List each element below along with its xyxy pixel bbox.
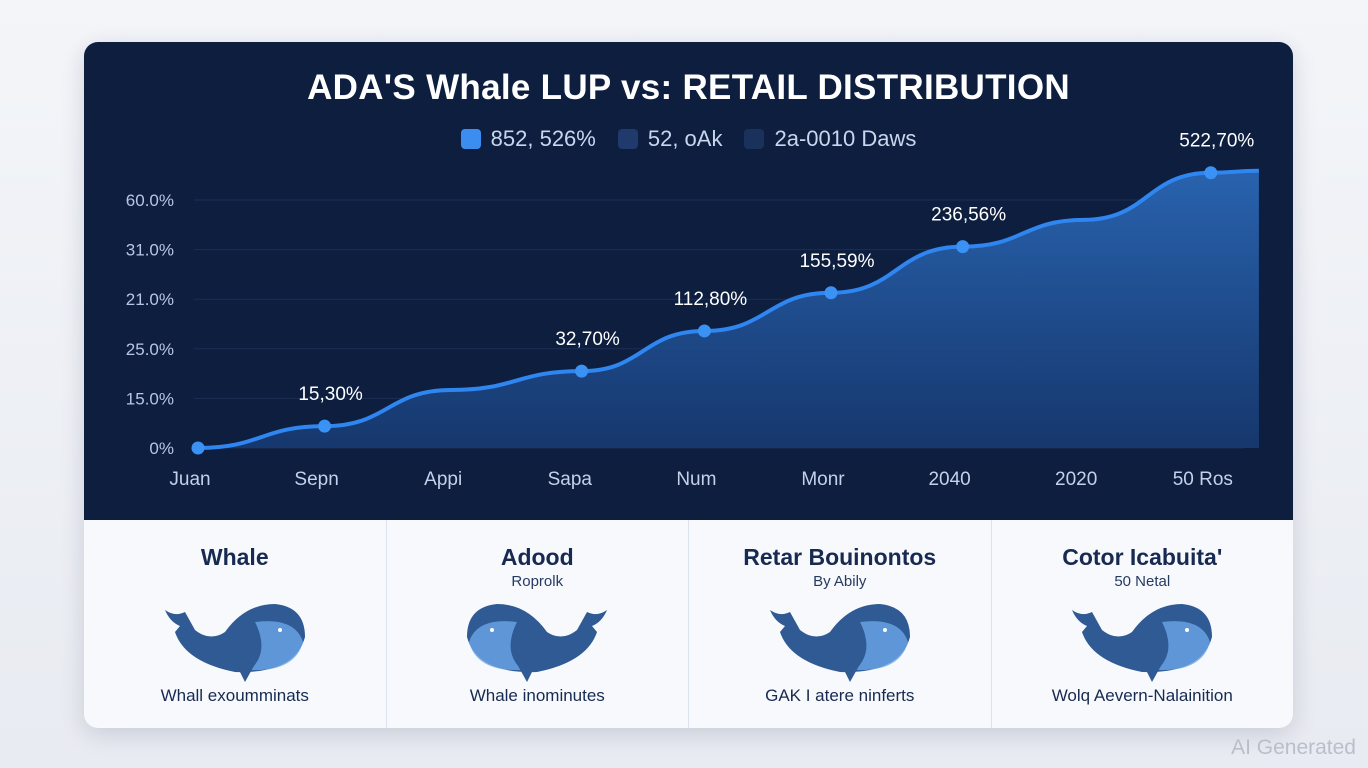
y-tick-label: 0% xyxy=(149,439,174,458)
chart-card: ADA'S Whale LUP vs: RETAIL DISTRIBUTION … xyxy=(84,42,1293,728)
panel-caption: Whall exoumminats xyxy=(160,686,309,705)
y-tick-label: 15.0% xyxy=(126,389,174,408)
watermark: AI Generated xyxy=(1231,736,1356,759)
legend-label: 52, oAk xyxy=(647,126,723,151)
whale-panel: Cotor Icabuita' 50 Netal Wolq Aevern-Nal… xyxy=(990,520,1294,728)
data-point xyxy=(697,324,711,338)
data-label: 32,70% xyxy=(555,329,620,350)
legend-label: 852, 526% xyxy=(490,126,596,151)
y-tick-label: 21.0% xyxy=(126,290,174,309)
data-point xyxy=(824,286,838,300)
y-tick-label: 60.0% xyxy=(126,191,174,210)
legend-swatch xyxy=(460,129,481,149)
legend-label: 2a-0010 Daws xyxy=(774,126,917,151)
series-line xyxy=(197,168,1259,450)
panel-subtitle: Roprolk xyxy=(511,573,564,590)
data-point xyxy=(191,441,205,455)
whale-icon xyxy=(769,604,910,682)
y-tick-label: 25.0% xyxy=(126,340,174,359)
legend-swatch xyxy=(744,129,765,149)
data-label: 112,80% xyxy=(674,289,748,310)
chart-panel: ADA'S Whale LUP vs: RETAIL DISTRIBUTION … xyxy=(84,42,1293,520)
x-tick-label: Sapa xyxy=(548,469,593,490)
x-tick-label: 50 Ros xyxy=(1173,469,1233,490)
data-label: 15,30% xyxy=(298,384,363,405)
data-label: 155,59% xyxy=(799,251,874,272)
panel-subtitle: By Abily xyxy=(813,573,867,590)
panel-title: Whale xyxy=(200,544,269,570)
legend: 852, 526% 52, oAk 2a-0010 Daws xyxy=(84,126,1293,152)
panel-title: Adood xyxy=(500,544,574,570)
line-area-chart: 0% 15.0% 25.0% 21.0% 31.0% 60.0% Juan Sepn Appi S… xyxy=(126,131,1259,490)
whale-panel: Retar Bouinontos By Abily GAK I atere ni… xyxy=(688,520,991,728)
area-fill xyxy=(198,170,1259,448)
whale-panel: Adood Roprolk Whale inominutes xyxy=(385,520,689,728)
panel-caption: Whale inominutes xyxy=(469,686,605,705)
data-point xyxy=(1204,166,1218,180)
legend-item: 52, oAk xyxy=(617,126,723,152)
whale-icon xyxy=(1072,604,1213,682)
legend-item: 2a-0010 Daws xyxy=(744,126,916,152)
whale-icon xyxy=(164,604,305,682)
data-label: 522,70% xyxy=(1179,131,1254,152)
x-tick-label: Monr xyxy=(801,469,845,490)
panel-subtitle: 50 Netal xyxy=(1114,573,1171,590)
data-point xyxy=(956,240,970,254)
panel-title: Cotor Icabuita' xyxy=(1062,544,1223,570)
x-tick-label: Appi xyxy=(424,469,462,490)
panel-caption: Wolq Aevern-Nalainition xyxy=(1051,686,1233,705)
x-tick-label: 2020 xyxy=(1055,469,1097,490)
whale-panels: Whale Whall exoumminats Adood Roprolk Wha… xyxy=(84,520,1293,728)
y-tick-label: 31.0% xyxy=(126,241,174,260)
x-tick-label: Sepn xyxy=(294,469,338,490)
whale-panel: Whale Whall exoumminats xyxy=(84,520,386,728)
data-label: 236,56% xyxy=(931,205,1006,226)
x-tick-label: Juan xyxy=(169,469,210,490)
x-tick-label: 2040 xyxy=(928,469,970,490)
x-tick-label: Num xyxy=(676,469,716,490)
legend-item: 852, 526% xyxy=(460,126,596,152)
legend-swatch xyxy=(617,129,638,149)
panel-caption: GAK I atere ninferts xyxy=(765,686,915,705)
data-point xyxy=(575,364,589,378)
whale-icon xyxy=(467,604,608,682)
panel-title: Retar Bouinontos xyxy=(743,544,937,570)
data-point xyxy=(318,419,332,433)
chart-title: ADA'S Whale LUP vs: RETAIL DISTRIBUTION xyxy=(307,68,1070,107)
